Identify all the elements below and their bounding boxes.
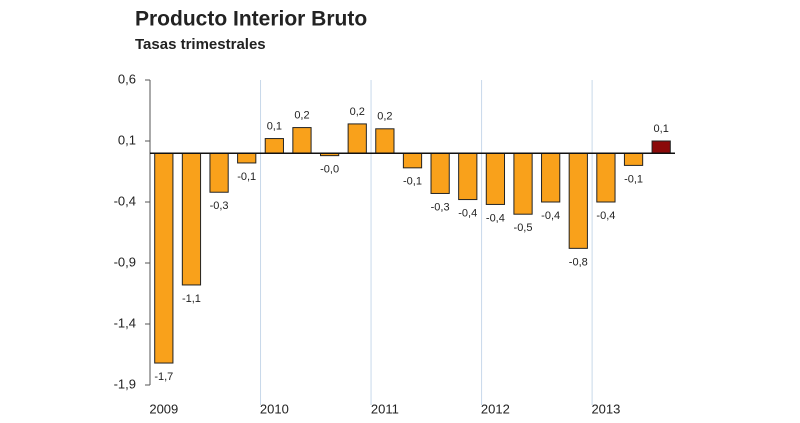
value-label: -1,1 — [182, 293, 201, 305]
bar — [292, 127, 312, 154]
value-label: 0,2 — [350, 106, 365, 118]
bar — [154, 152, 174, 364]
value-label: -0,1 — [624, 173, 643, 185]
bar — [623, 152, 644, 166]
bar — [347, 123, 367, 154]
value-label: -1,7 — [154, 371, 173, 383]
bar — [237, 152, 257, 164]
bar — [375, 128, 395, 154]
y-tick-label: 0,6 — [118, 71, 136, 86]
bar — [209, 152, 229, 193]
value-label: -0,4 — [458, 207, 477, 219]
bar — [568, 152, 588, 249]
x-tick-label: 2009 — [149, 401, 178, 416]
bar — [596, 152, 616, 203]
value-label: -0,5 — [514, 222, 533, 234]
value-label: -0,0 — [320, 164, 339, 176]
value-label: -0,1 — [237, 171, 256, 183]
value-label: -0,8 — [569, 256, 588, 268]
y-tick-label: -0,9 — [114, 254, 136, 269]
value-label: -0,4 — [486, 212, 505, 224]
value-label: -0,1 — [403, 176, 422, 188]
value-label: -0,4 — [541, 210, 560, 222]
value-label: 0,1 — [267, 120, 282, 132]
bar — [402, 152, 423, 169]
bar — [264, 138, 284, 154]
y-tick-label: -1,9 — [114, 376, 136, 391]
bar — [485, 152, 506, 205]
x-tick-label: 2013 — [591, 401, 620, 416]
y-tick-label: -0,4 — [114, 193, 136, 208]
bar — [430, 152, 450, 194]
y-tick-label: 0,1 — [118, 132, 136, 147]
value-label: -0,3 — [431, 201, 450, 213]
y-tick-label: -1,4 — [114, 315, 136, 330]
value-label: -0,4 — [596, 210, 615, 222]
bar — [458, 152, 478, 201]
value-label: -0,3 — [210, 200, 229, 212]
chart-subtitle: Tasas trimestrales — [135, 36, 266, 53]
x-tick-label: 2012 — [481, 401, 510, 416]
x-tick-label: 2011 — [371, 401, 399, 416]
bar — [651, 140, 671, 154]
bar — [541, 152, 561, 203]
value-label: 0,1 — [654, 123, 669, 135]
x-tick-label: 2010 — [260, 401, 289, 416]
bar — [181, 152, 202, 286]
value-label: 0,2 — [377, 111, 392, 123]
bar — [513, 152, 533, 215]
value-label: 0,2 — [294, 109, 309, 121]
chart-title: Producto Interior Bruto — [135, 8, 367, 31]
